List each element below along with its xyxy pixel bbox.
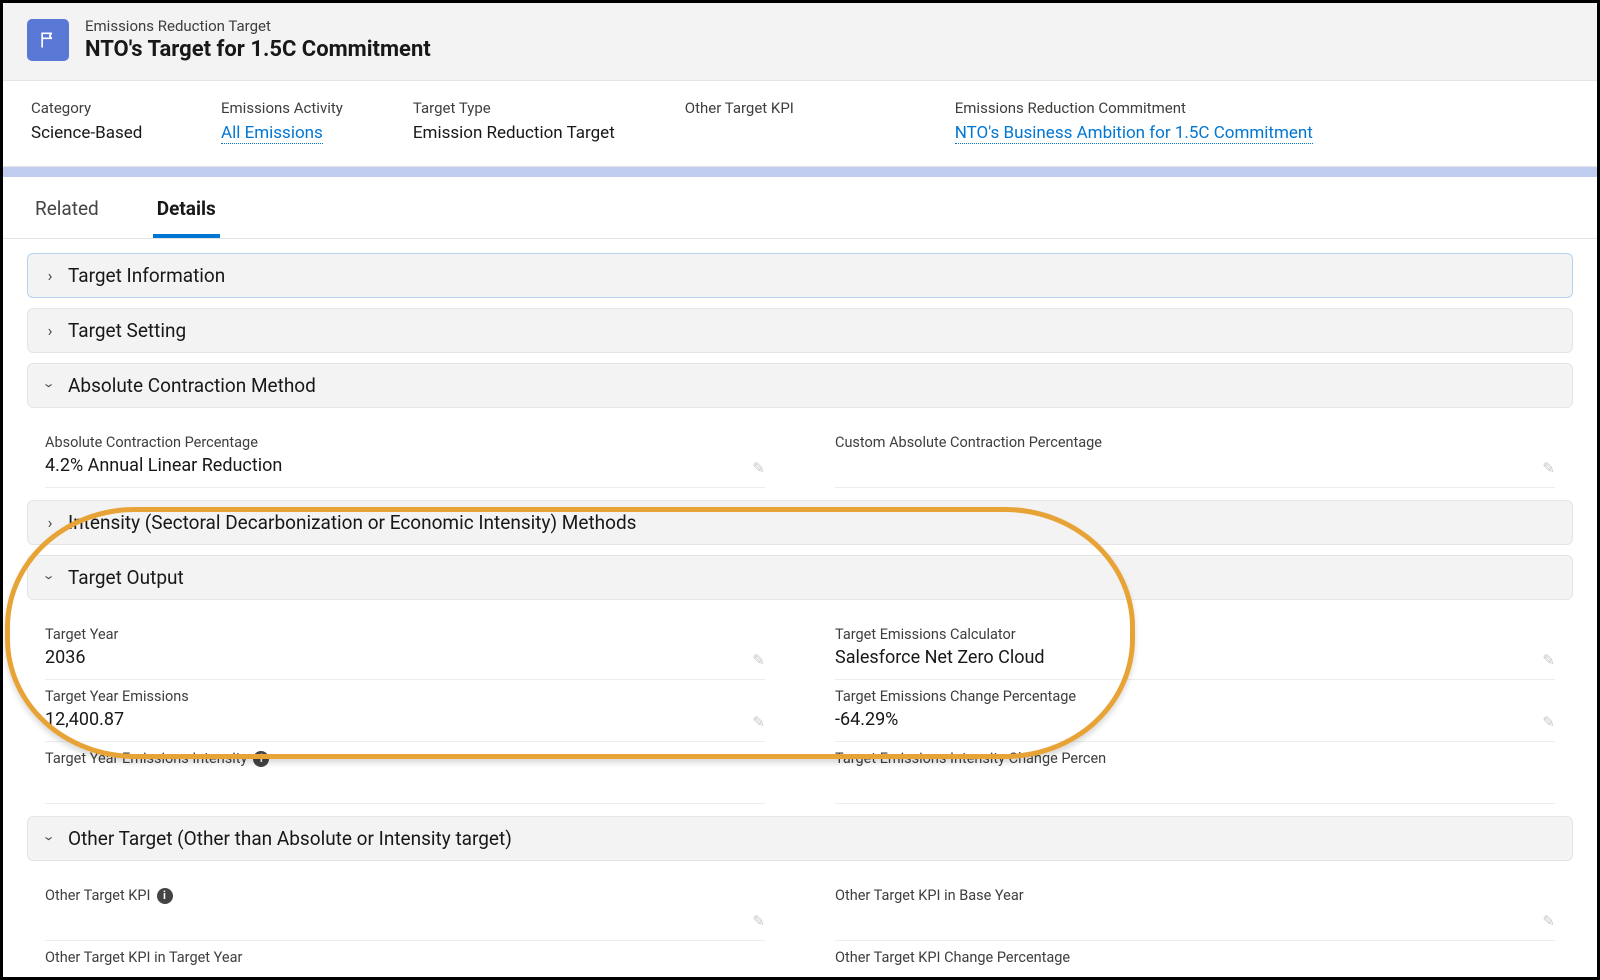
accent-strip xyxy=(3,167,1597,177)
field-other-kpi-target: Other Target KPI in Target Year ✎ xyxy=(45,941,765,977)
pencil-icon[interactable]: ✎ xyxy=(1542,651,1555,669)
pencil-icon[interactable]: ✎ xyxy=(1542,974,1555,977)
pencil-icon[interactable]: ✎ xyxy=(1542,912,1555,930)
field-intensity-change: Target Emissions Intensity Change Percen xyxy=(835,742,1555,804)
chevron-down-icon: › xyxy=(41,570,60,586)
object-label: Emissions Reduction Target xyxy=(85,17,431,35)
field-target-year-emissions: Target Year Emissions 12,400.87 ✎ xyxy=(45,680,765,742)
summary-category: Category Science-Based xyxy=(31,99,151,144)
pencil-icon[interactable]: ✎ xyxy=(752,459,765,477)
commitment-link[interactable]: NTO's Business Ambition for 1.5C Commitm… xyxy=(955,123,1313,144)
absolute-contraction-fields: Absolute Contraction Percentage 4.2% Ann… xyxy=(27,418,1573,500)
pencil-icon[interactable]: ✎ xyxy=(1542,459,1555,477)
page-title: NTO's Target for 1.5C Commitment xyxy=(85,37,431,62)
chevron-down-icon: › xyxy=(41,831,60,847)
tab-related[interactable]: Related xyxy=(31,177,103,238)
details-panel: › Target Information › Target Setting › … xyxy=(3,239,1597,977)
field-other-kpi-base: Other Target KPI in Base Year ✎ xyxy=(835,879,1555,941)
pencil-icon[interactable]: ✎ xyxy=(752,912,765,930)
other-target-fields: Other Target KPI i ✎ Other Target KPI in… xyxy=(27,871,1573,977)
field-other-kpi-change: Other Target KPI Change Percentage ✎ xyxy=(835,941,1555,977)
summary-commitment: Emissions Reduction Commitment NTO's Bus… xyxy=(955,99,1313,144)
pencil-icon[interactable]: ✎ xyxy=(752,974,765,977)
field-intensity: Target Year Emissions Intensity i xyxy=(45,742,765,804)
section-absolute-contraction[interactable]: › Absolute Contraction Method xyxy=(27,363,1573,408)
field-calculator: Target Emissions Calculator Salesforce N… xyxy=(835,618,1555,680)
field-abs-percentage: Absolute Contraction Percentage 4.2% Ann… xyxy=(45,426,765,488)
chevron-right-icon: › xyxy=(42,513,58,532)
tab-details[interactable]: Details xyxy=(153,177,220,238)
emissions-activity-link[interactable]: All Emissions xyxy=(221,123,323,144)
pencil-icon[interactable]: ✎ xyxy=(752,713,765,731)
tab-bar: Related Details xyxy=(3,177,1597,239)
target-output-fields: Target Year 2036 ✎ Target Emissions Calc… xyxy=(27,610,1573,816)
page-header: Emissions Reduction Target NTO's Target … xyxy=(3,3,1597,81)
section-target-information[interactable]: › Target Information xyxy=(27,253,1573,298)
chevron-right-icon: › xyxy=(42,266,58,285)
summary-emissions-activity: Emissions Activity All Emissions xyxy=(221,99,343,144)
pencil-icon[interactable]: ✎ xyxy=(752,651,765,669)
pencil-icon[interactable]: ✎ xyxy=(1542,713,1555,731)
flag-icon xyxy=(27,19,69,61)
field-target-year: Target Year 2036 ✎ xyxy=(45,618,765,680)
field-other-kpi: Other Target KPI i ✎ xyxy=(45,879,765,941)
section-intensity[interactable]: › Intensity (Sectoral Decarbonization or… xyxy=(27,500,1573,545)
chevron-right-icon: › xyxy=(42,321,58,340)
info-icon[interactable]: i xyxy=(253,751,269,767)
section-other-target[interactable]: › Other Target (Other than Absolute or I… xyxy=(27,816,1573,861)
summary-target-type: Target Type Emission Reduction Target xyxy=(413,99,615,144)
field-custom-abs-percentage: Custom Absolute Contraction Percentage ✎ xyxy=(835,426,1555,488)
summary-bar: Category Science-Based Emissions Activit… xyxy=(3,81,1597,167)
summary-other-kpi: Other Target KPI xyxy=(685,99,885,144)
chevron-down-icon: › xyxy=(41,378,60,394)
field-change-pct: Target Emissions Change Percentage -64.2… xyxy=(835,680,1555,742)
section-target-output[interactable]: › Target Output xyxy=(27,555,1573,600)
info-icon[interactable]: i xyxy=(157,888,173,904)
section-target-setting[interactable]: › Target Setting xyxy=(27,308,1573,353)
